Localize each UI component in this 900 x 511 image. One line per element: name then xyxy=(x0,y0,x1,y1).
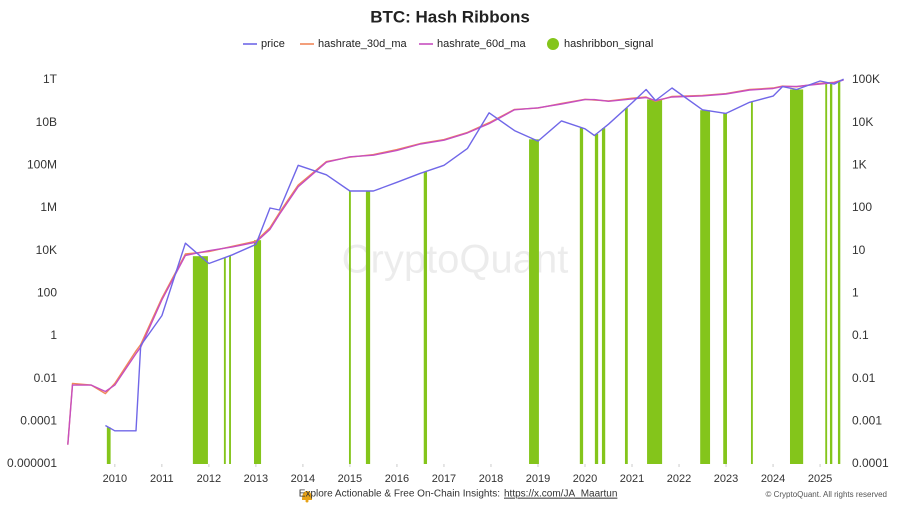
x-tick-label: 2010 xyxy=(103,473,127,485)
y2-tick-label: 100K xyxy=(852,72,880,86)
signal-bar xyxy=(829,83,833,464)
legend-swatch xyxy=(547,38,559,50)
x-tick-label: 2019 xyxy=(526,473,550,485)
y2-tick-label: 100 xyxy=(852,200,872,214)
x-tick-label: 2021 xyxy=(620,473,644,485)
y-tick-label: 1M xyxy=(40,200,57,214)
x-tick-label: 2020 xyxy=(573,473,597,485)
y-tick-label: 0.01 xyxy=(34,371,58,385)
legend-label: price xyxy=(261,38,285,50)
x-tick-label: 2024 xyxy=(761,473,785,485)
y2-tick-label: 0.01 xyxy=(852,371,876,385)
y2-tick-label: 0.0001 xyxy=(852,456,889,470)
signal-bar xyxy=(601,128,606,465)
footer-text: Explore Actionable & Free On-Chain Insig… xyxy=(299,489,500,500)
y2-tick-label: 1K xyxy=(852,158,867,172)
bell-icon xyxy=(302,491,312,503)
signal-bar xyxy=(700,110,711,464)
signal-bar xyxy=(192,256,208,464)
footer-link[interactable]: https://x.com/JA_Maartun xyxy=(504,489,617,500)
x-tick-label: 2011 xyxy=(150,473,174,485)
x-tick-label: 2017 xyxy=(432,473,456,485)
signal-bar xyxy=(254,240,262,464)
x-tick-label: 2016 xyxy=(385,473,409,485)
x-tick-label: 2015 xyxy=(338,473,362,485)
series-line xyxy=(67,79,844,445)
x-tick-label: 2023 xyxy=(714,473,738,485)
signal-bar xyxy=(789,89,804,464)
y-tick-label: 100M xyxy=(27,158,57,172)
signal-bar xyxy=(647,99,663,465)
y-tick-label: 10B xyxy=(36,115,57,129)
legend-label: hashribbon_signal xyxy=(564,38,653,50)
signal-bar xyxy=(348,191,351,464)
x-tick-label: 2014 xyxy=(291,473,315,485)
x-tick-label: 2025 xyxy=(808,473,832,485)
signal-bar xyxy=(825,82,828,464)
signal-bar xyxy=(837,81,841,464)
copyright: © CryptoQuant. All rights reserved xyxy=(766,490,888,499)
y-tick-label: 100 xyxy=(37,286,57,300)
signal-bar xyxy=(750,101,753,465)
signal-bar xyxy=(529,139,539,465)
signal-bar xyxy=(579,127,584,464)
legend-label: hashrate_30d_ma xyxy=(318,38,408,50)
signal-bar xyxy=(106,427,111,464)
chart-title: BTC: Hash Ribbons xyxy=(370,7,530,26)
x-tick-label: 2022 xyxy=(667,473,691,485)
x-tick-label: 2013 xyxy=(244,473,268,485)
signal-bar xyxy=(423,171,428,464)
x-tick-label: 2018 xyxy=(479,473,503,485)
signal-bar xyxy=(223,257,226,464)
y-tick-label: 1T xyxy=(43,72,58,86)
y2-tick-label: 10K xyxy=(852,115,873,129)
signal-bar xyxy=(229,255,231,464)
y2-tick-label: 0.001 xyxy=(852,414,882,428)
signal-bar xyxy=(365,191,371,464)
series-line xyxy=(105,78,844,432)
y-tick-label: 1 xyxy=(50,328,57,342)
signal-bar xyxy=(624,108,628,464)
signal-bar xyxy=(594,133,599,464)
y-tick-label: 0.000001 xyxy=(7,456,57,470)
legend-label: hashrate_60d_ma xyxy=(437,38,527,50)
y2-tick-label: 10 xyxy=(852,243,866,257)
y-tick-label: 0.0001 xyxy=(20,414,57,428)
y-tick-label: 10K xyxy=(36,243,57,257)
x-tick-label: 2012 xyxy=(197,473,221,485)
y2-tick-label: 1 xyxy=(852,286,859,300)
signal-bar xyxy=(723,113,727,465)
y2-tick-label: 0.1 xyxy=(852,328,869,342)
